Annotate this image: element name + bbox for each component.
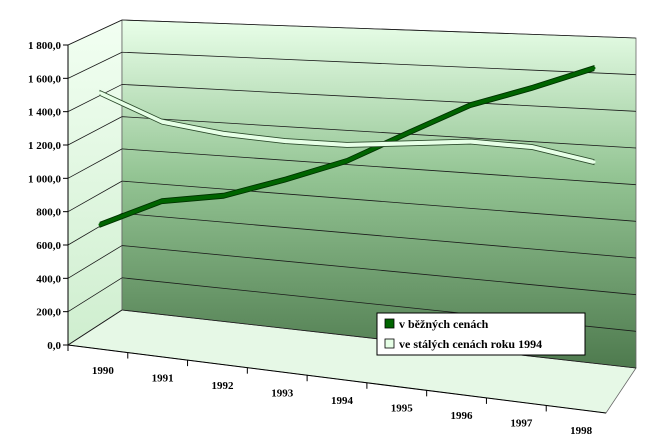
x-tick-label: 1998 xyxy=(570,425,593,437)
series-0-point xyxy=(592,66,596,70)
gridlines xyxy=(67,19,637,369)
y-tick-label: 0,0 xyxy=(47,340,61,352)
gridline-side xyxy=(67,19,123,46)
x-axis-ticks: 1990 1991 1992 1993 1994 1995 1996 1997 1998 xyxy=(67,344,607,437)
y-tick-label: 600,0 xyxy=(36,240,61,252)
legend-label-v-beznych-cenach: v běžných cenách xyxy=(399,317,489,331)
gridline xyxy=(121,180,637,222)
legend-label-ve-stalych-cenach: ve stálých cenách roku 1994 xyxy=(399,337,542,351)
series-1-point xyxy=(592,160,596,164)
series-0-point xyxy=(530,86,534,90)
series-0-point xyxy=(160,199,164,203)
series-1-point xyxy=(222,132,225,136)
legend-box xyxy=(376,312,586,356)
y-tick-label: 1 800,0 xyxy=(28,40,62,52)
y-tick-label: 200,0 xyxy=(36,307,61,319)
series-1-point xyxy=(530,145,534,149)
x-tick-label: 1992 xyxy=(211,380,234,392)
gridline-side xyxy=(67,84,123,113)
series-lines xyxy=(98,65,596,228)
gridline-side xyxy=(67,51,123,79)
y-tick-label: 800,0 xyxy=(36,207,61,219)
gridline-side xyxy=(67,309,123,346)
series-0-point xyxy=(98,223,102,227)
gridline xyxy=(121,116,637,149)
gridline-side xyxy=(67,116,123,146)
x-axis-line xyxy=(67,344,607,414)
y-tick-label: 1 400,0 xyxy=(28,107,62,119)
series-0-point xyxy=(222,194,225,198)
x-tick-label: 1994 xyxy=(331,395,354,407)
gridline-side xyxy=(67,245,123,279)
series-line-1 xyxy=(99,89,595,166)
y-tick-label: 400,0 xyxy=(36,273,61,285)
x-tick-label: 1996 xyxy=(451,410,474,422)
y-tick-label: 1 000,0 xyxy=(28,173,62,185)
series-1-point xyxy=(98,91,102,95)
y-tick-label: 1 600,0 xyxy=(28,73,62,85)
legend-swatch-ve-stalych-cenach xyxy=(384,338,395,349)
series-1-point xyxy=(160,120,164,124)
gridline xyxy=(121,148,637,186)
y-tick-label: 1 200,0 xyxy=(28,140,62,152)
gridline-side xyxy=(67,277,123,313)
side-wall xyxy=(67,19,123,346)
series-1-point xyxy=(469,140,472,144)
series-0-point xyxy=(407,131,411,135)
gridline xyxy=(121,245,637,296)
x-tick-label: 1993 xyxy=(271,387,294,399)
y-axis-ticks: 0,0 200,0 400,0 600,0 800,0 1 000,0 1 200,0 1 4… xyxy=(28,40,69,352)
x-tick-label: 1995 xyxy=(391,403,414,415)
x-tick-label: 1990 xyxy=(92,365,115,377)
series-0-point xyxy=(469,103,472,107)
gridline xyxy=(121,84,637,112)
gridline-side xyxy=(67,180,123,213)
gridline xyxy=(121,51,637,76)
series-0-point xyxy=(283,178,287,182)
x-tick-label: 1997 xyxy=(510,418,533,430)
gridline xyxy=(121,212,637,259)
gridline-side xyxy=(67,148,123,179)
series-1-point xyxy=(283,139,287,143)
series-0-point xyxy=(345,159,349,163)
legend: v běžných cenách ve stálých cenách roku … xyxy=(376,312,586,356)
series-1-point xyxy=(407,141,411,145)
gridline xyxy=(121,19,637,39)
legend-swatch-v-beznych-cenach xyxy=(384,318,395,329)
series-1-point xyxy=(345,143,349,147)
x-tick-label: 1991 xyxy=(152,372,174,384)
